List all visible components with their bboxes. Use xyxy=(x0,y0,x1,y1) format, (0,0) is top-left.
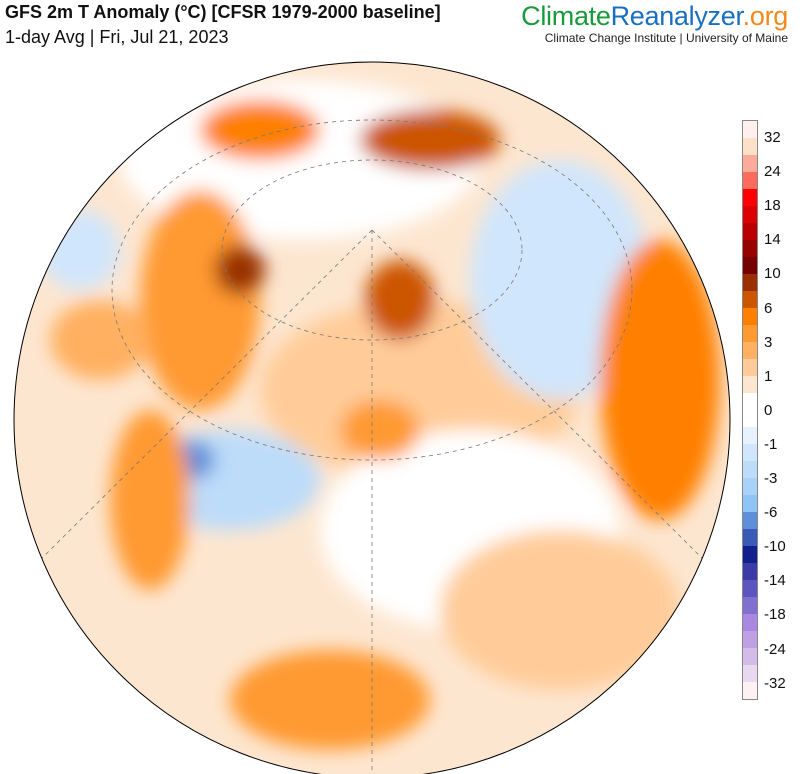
colorbar-swatch xyxy=(743,478,757,495)
colorbar-label: 10 xyxy=(764,265,781,283)
colorbar-swatch xyxy=(743,138,757,155)
brand-logo[interactable]: ClimateReanalyzer.org xyxy=(521,1,788,32)
colorbar-swatch xyxy=(743,444,757,461)
colorbar-label: 6 xyxy=(764,299,773,317)
colorbar-swatch xyxy=(743,682,757,699)
globe-fill xyxy=(14,62,730,774)
colorbar-swatch xyxy=(743,189,757,206)
institution-label: Climate Change Institute | University of… xyxy=(544,31,788,45)
colorbar-swatch xyxy=(743,512,757,529)
colorbar-label: 14 xyxy=(764,231,781,249)
globe-outline xyxy=(13,61,731,774)
colorbar-label: -10 xyxy=(764,538,786,556)
brand-part: .org xyxy=(742,1,789,31)
colorbar-swatch xyxy=(743,342,757,359)
colorbar-label: 24 xyxy=(764,163,781,181)
colorbar-swatch xyxy=(743,546,757,563)
colorbar-swatch xyxy=(743,631,757,648)
map-title: GFS 2m T Anomaly (°C) [CFSR 1979-2000 ba… xyxy=(5,2,441,22)
colorbar-swatch xyxy=(743,223,757,240)
colorbar-swatch xyxy=(743,359,757,376)
colorbar-label: 18 xyxy=(764,197,781,215)
colorbar-label: 0 xyxy=(764,401,773,419)
brand-part: Reanalyzer xyxy=(610,1,743,31)
colorbar-label: -32 xyxy=(764,674,786,692)
colorbar-label: 32 xyxy=(764,129,781,146)
colorbar-swatch xyxy=(743,563,757,580)
colorbar-swatch xyxy=(743,376,757,393)
colorbar-swatch xyxy=(743,580,757,597)
colorbar-swatch xyxy=(743,648,757,665)
colorbar-swatch xyxy=(743,597,757,614)
colorbar-label: 1 xyxy=(764,367,773,385)
anomaly-map[interactable] xyxy=(0,50,735,774)
colorbar-label: -3 xyxy=(764,470,778,487)
colorbar-swatch xyxy=(743,529,757,546)
colorbar-swatch xyxy=(743,410,757,427)
colorbar-label: -24 xyxy=(764,640,786,658)
colorbar-swatch xyxy=(743,240,757,257)
colorbar-swatch xyxy=(743,121,757,138)
colorbar-swatch xyxy=(743,206,757,223)
colorbar-swatch xyxy=(743,274,757,291)
colorbar-swatch xyxy=(743,308,757,325)
colorbar-label: -6 xyxy=(764,504,778,522)
colorbar-swatch xyxy=(743,257,757,274)
colorbar-swatch xyxy=(743,495,757,512)
map-subtitle: 1-day Avg | Fri, Jul 21, 2023 xyxy=(5,27,229,47)
brand-part: Climate xyxy=(521,1,611,31)
colorbar-swatch xyxy=(743,665,757,682)
colorbar-label: 3 xyxy=(764,333,773,351)
colorbar-swatch xyxy=(743,155,757,172)
colorbar-swatch xyxy=(743,172,757,189)
colorbar-label: -14 xyxy=(764,572,786,590)
colorbar-swatch xyxy=(743,325,757,342)
colorbar-swatch xyxy=(743,614,757,631)
colorbar xyxy=(742,120,758,700)
colorbar-label: -1 xyxy=(764,435,778,453)
colorbar-swatch xyxy=(743,291,757,308)
colorbar-swatch xyxy=(743,461,757,478)
colorbar-label: -18 xyxy=(764,606,786,624)
colorbar-swatch xyxy=(743,393,757,410)
colorbar-swatch xyxy=(743,427,757,444)
